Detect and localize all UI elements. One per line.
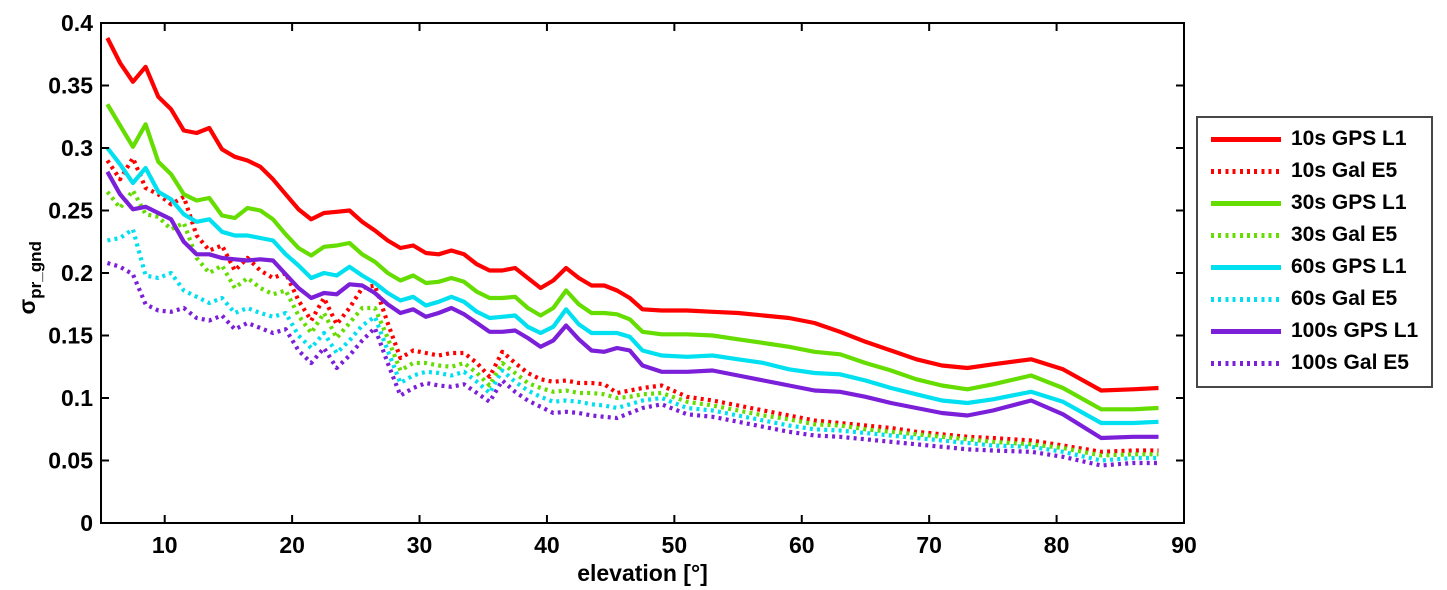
legend-item: 60s Gal E5 [1198, 283, 1431, 315]
legend-item: 100s GPS L1 [1198, 315, 1431, 347]
legend-label: 60s GPS L1 [1291, 255, 1407, 278]
x-tick-label: 50 [662, 532, 688, 558]
legend-item: 100s Gal E5 [1198, 347, 1431, 379]
x-tick-label: 20 [279, 532, 305, 558]
y-tick-label: 0.05 [48, 448, 93, 474]
x-tick-label: 10 [152, 532, 178, 558]
x-tick-label: 60 [789, 532, 815, 558]
legend: 10s GPS L1 10s Gal E5 30s GPS L1 30s Gal… [1196, 116, 1433, 388]
legend-label: 60s Gal E5 [1291, 287, 1398, 310]
y-tick-label: 0.3 [61, 135, 93, 161]
y-tick-label: 0 [80, 510, 93, 536]
x-tick-label: 30 [407, 532, 433, 558]
legend-line-sample [1211, 136, 1281, 142]
series-line-60s-gal-e5 [106, 227, 1159, 463]
y-tick-label: 0.4 [61, 10, 93, 36]
series-line-30s-gal-e5 [105, 188, 1159, 458]
legend-item: 30s Gal E5 [1198, 219, 1431, 251]
y-tick-label: 0.2 [61, 260, 93, 286]
legend-item: 10s Gal E5 [1198, 155, 1431, 187]
x-tick-label: 80 [1044, 532, 1070, 558]
y-axis-label-sigma: σ [14, 298, 41, 315]
legend-item: 10s GPS L1 [1198, 123, 1431, 155]
legend-label: 100s Gal E5 [1291, 351, 1409, 374]
legend-line-sample [1211, 328, 1281, 334]
legend-line-sample [1211, 200, 1281, 206]
y-axis-label-subscript: pr_gnd [25, 241, 45, 299]
x-tick-label: 90 [1171, 532, 1197, 558]
legend-item: 60s GPS L1 [1198, 251, 1431, 283]
y-tick-label: 0.25 [48, 198, 93, 224]
series-line-60s-gps-l1 [105, 146, 1159, 426]
y-tick-label: 0.35 [48, 73, 93, 99]
legend-label: 10s Gal E5 [1291, 159, 1398, 182]
legend-label: 30s Gal E5 [1291, 223, 1398, 246]
plot-border [100, 22, 1185, 524]
legend-item: 30s GPS L1 [1198, 187, 1431, 219]
series-line-100s-gal-e5 [106, 260, 1159, 468]
legend-line-sample [1211, 264, 1281, 270]
legend-line-sample [1211, 232, 1281, 238]
series-line-10s-gps-l1 [105, 37, 1159, 393]
series-line-10s-gal-e5 [105, 155, 1159, 454]
legend-label: 100s GPS L1 [1291, 319, 1419, 342]
legend-line-sample [1211, 168, 1281, 174]
y-tick-label: 0.1 [61, 385, 93, 411]
legend-line-sample [1211, 360, 1281, 366]
x-tick-label: 40 [534, 532, 560, 558]
series-line-30s-gps-l1 [105, 103, 1159, 412]
x-axis-label: elevation [°] [577, 560, 708, 586]
series-line-100s-gps-l1 [105, 170, 1159, 441]
legend-label: 10s GPS L1 [1291, 127, 1407, 150]
y-tick-label: 0.15 [48, 323, 93, 349]
legend-line-sample [1211, 296, 1281, 302]
legend-label: 30s GPS L1 [1291, 191, 1407, 214]
y-axis-label: σpr_gnd [14, 203, 46, 353]
x-tick-label: 70 [916, 532, 942, 558]
